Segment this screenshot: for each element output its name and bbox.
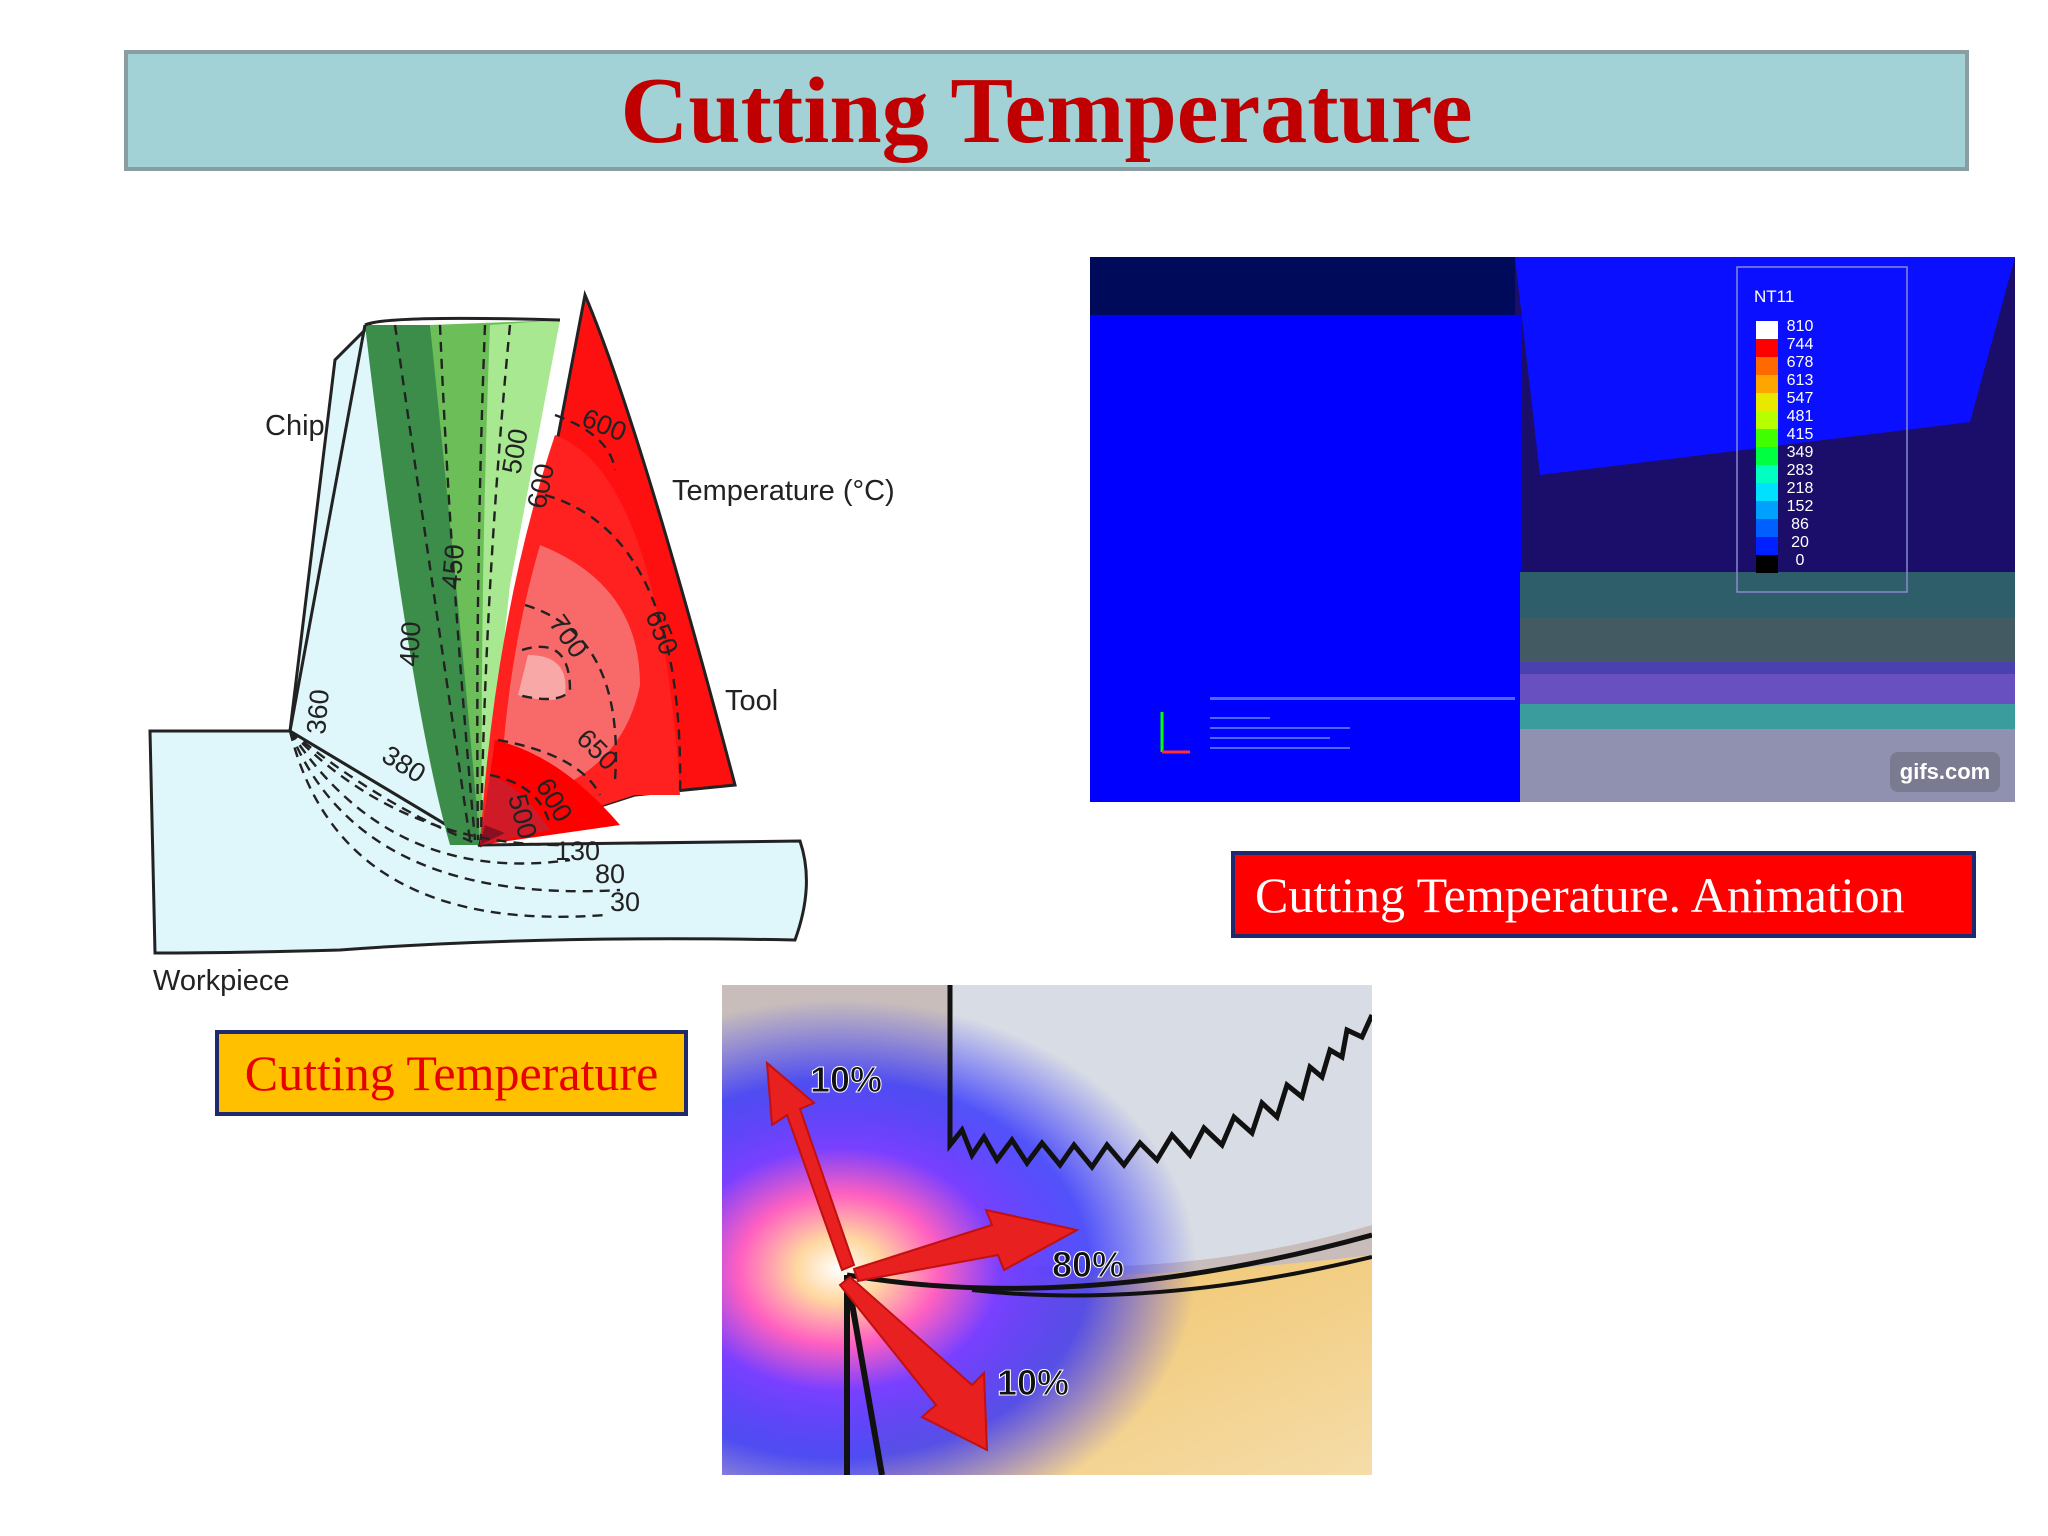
- title-banner: Cutting Temperature: [124, 50, 1969, 171]
- legend-swatch: [1756, 375, 1778, 393]
- isotherm-label: 80: [595, 859, 625, 889]
- heat-percent-label: 10%: [810, 1059, 882, 1100]
- temperature-label: Temperature (°C): [672, 475, 895, 507]
- isotherm-label: 360: [301, 688, 335, 736]
- isotherm-label: 400: [394, 621, 426, 668]
- legend-value: 283: [1787, 462, 1814, 479]
- isotherm-label: 130: [555, 836, 600, 866]
- legend-value: 20: [1791, 534, 1809, 551]
- legend-swatch: [1756, 501, 1778, 519]
- slide-title: Cutting Temperature: [620, 58, 1473, 163]
- temperature-distribution-diagram: Chip Temperature (°C) Tool Workpiece 500…: [148, 289, 895, 997]
- legend-swatch: [1756, 519, 1778, 537]
- legend-swatch: [1756, 339, 1778, 357]
- legend-swatch: [1756, 483, 1778, 501]
- legend-value: 152: [1787, 498, 1814, 515]
- workpiece-shape: [148, 729, 808, 955]
- legend-value: 744: [1787, 336, 1814, 353]
- legend-swatch: [1756, 393, 1778, 411]
- legend-value: 547: [1787, 390, 1814, 407]
- legend-swatch: [1756, 555, 1778, 573]
- animation-caption-text: Cutting Temperature. Animation: [1255, 866, 1905, 923]
- workpiece-label: Workpiece: [153, 965, 289, 997]
- legend-value: 349: [1787, 444, 1814, 461]
- legend-swatch: [1756, 537, 1778, 555]
- legend-swatch: [1756, 411, 1778, 429]
- legend-value: 613: [1787, 372, 1814, 389]
- heat-percent-label: 10%: [997, 1362, 1069, 1403]
- tool-label: Tool: [725, 685, 778, 717]
- heat-percent-label: 80%: [1052, 1244, 1124, 1285]
- diagram-caption: Cutting Temperature: [215, 1030, 688, 1116]
- legend-value: 86: [1791, 516, 1809, 533]
- simulation-animation[interactable]: NT11 81074467861354748141534928321815286…: [1090, 257, 2015, 802]
- legend-title: NT11: [1754, 287, 1794, 306]
- diagram-caption-text: Cutting Temperature: [244, 1045, 659, 1101]
- gifs-watermark: gifs.com: [1900, 759, 1990, 784]
- legend-value: 415: [1787, 426, 1814, 443]
- heat-distribution-illustration: 10% 80% 10%: [722, 985, 1372, 1475]
- chip-label: Chip: [265, 410, 325, 442]
- legend-swatch: [1756, 465, 1778, 483]
- legend-swatch: [1756, 357, 1778, 375]
- legend-swatch: [1756, 429, 1778, 447]
- isotherm-label: 30: [610, 887, 640, 917]
- legend-value: 481: [1787, 408, 1814, 425]
- legend-swatch: [1756, 321, 1778, 339]
- legend-value: 0: [1796, 552, 1805, 569]
- legend-value: 218: [1787, 480, 1814, 497]
- legend-value: 810: [1787, 318, 1814, 335]
- isotherm-label: 450: [436, 543, 470, 591]
- legend-swatch: [1756, 447, 1778, 465]
- legend-value: 678: [1787, 354, 1814, 371]
- animation-caption: Cutting Temperature. Animation: [1231, 851, 1976, 938]
